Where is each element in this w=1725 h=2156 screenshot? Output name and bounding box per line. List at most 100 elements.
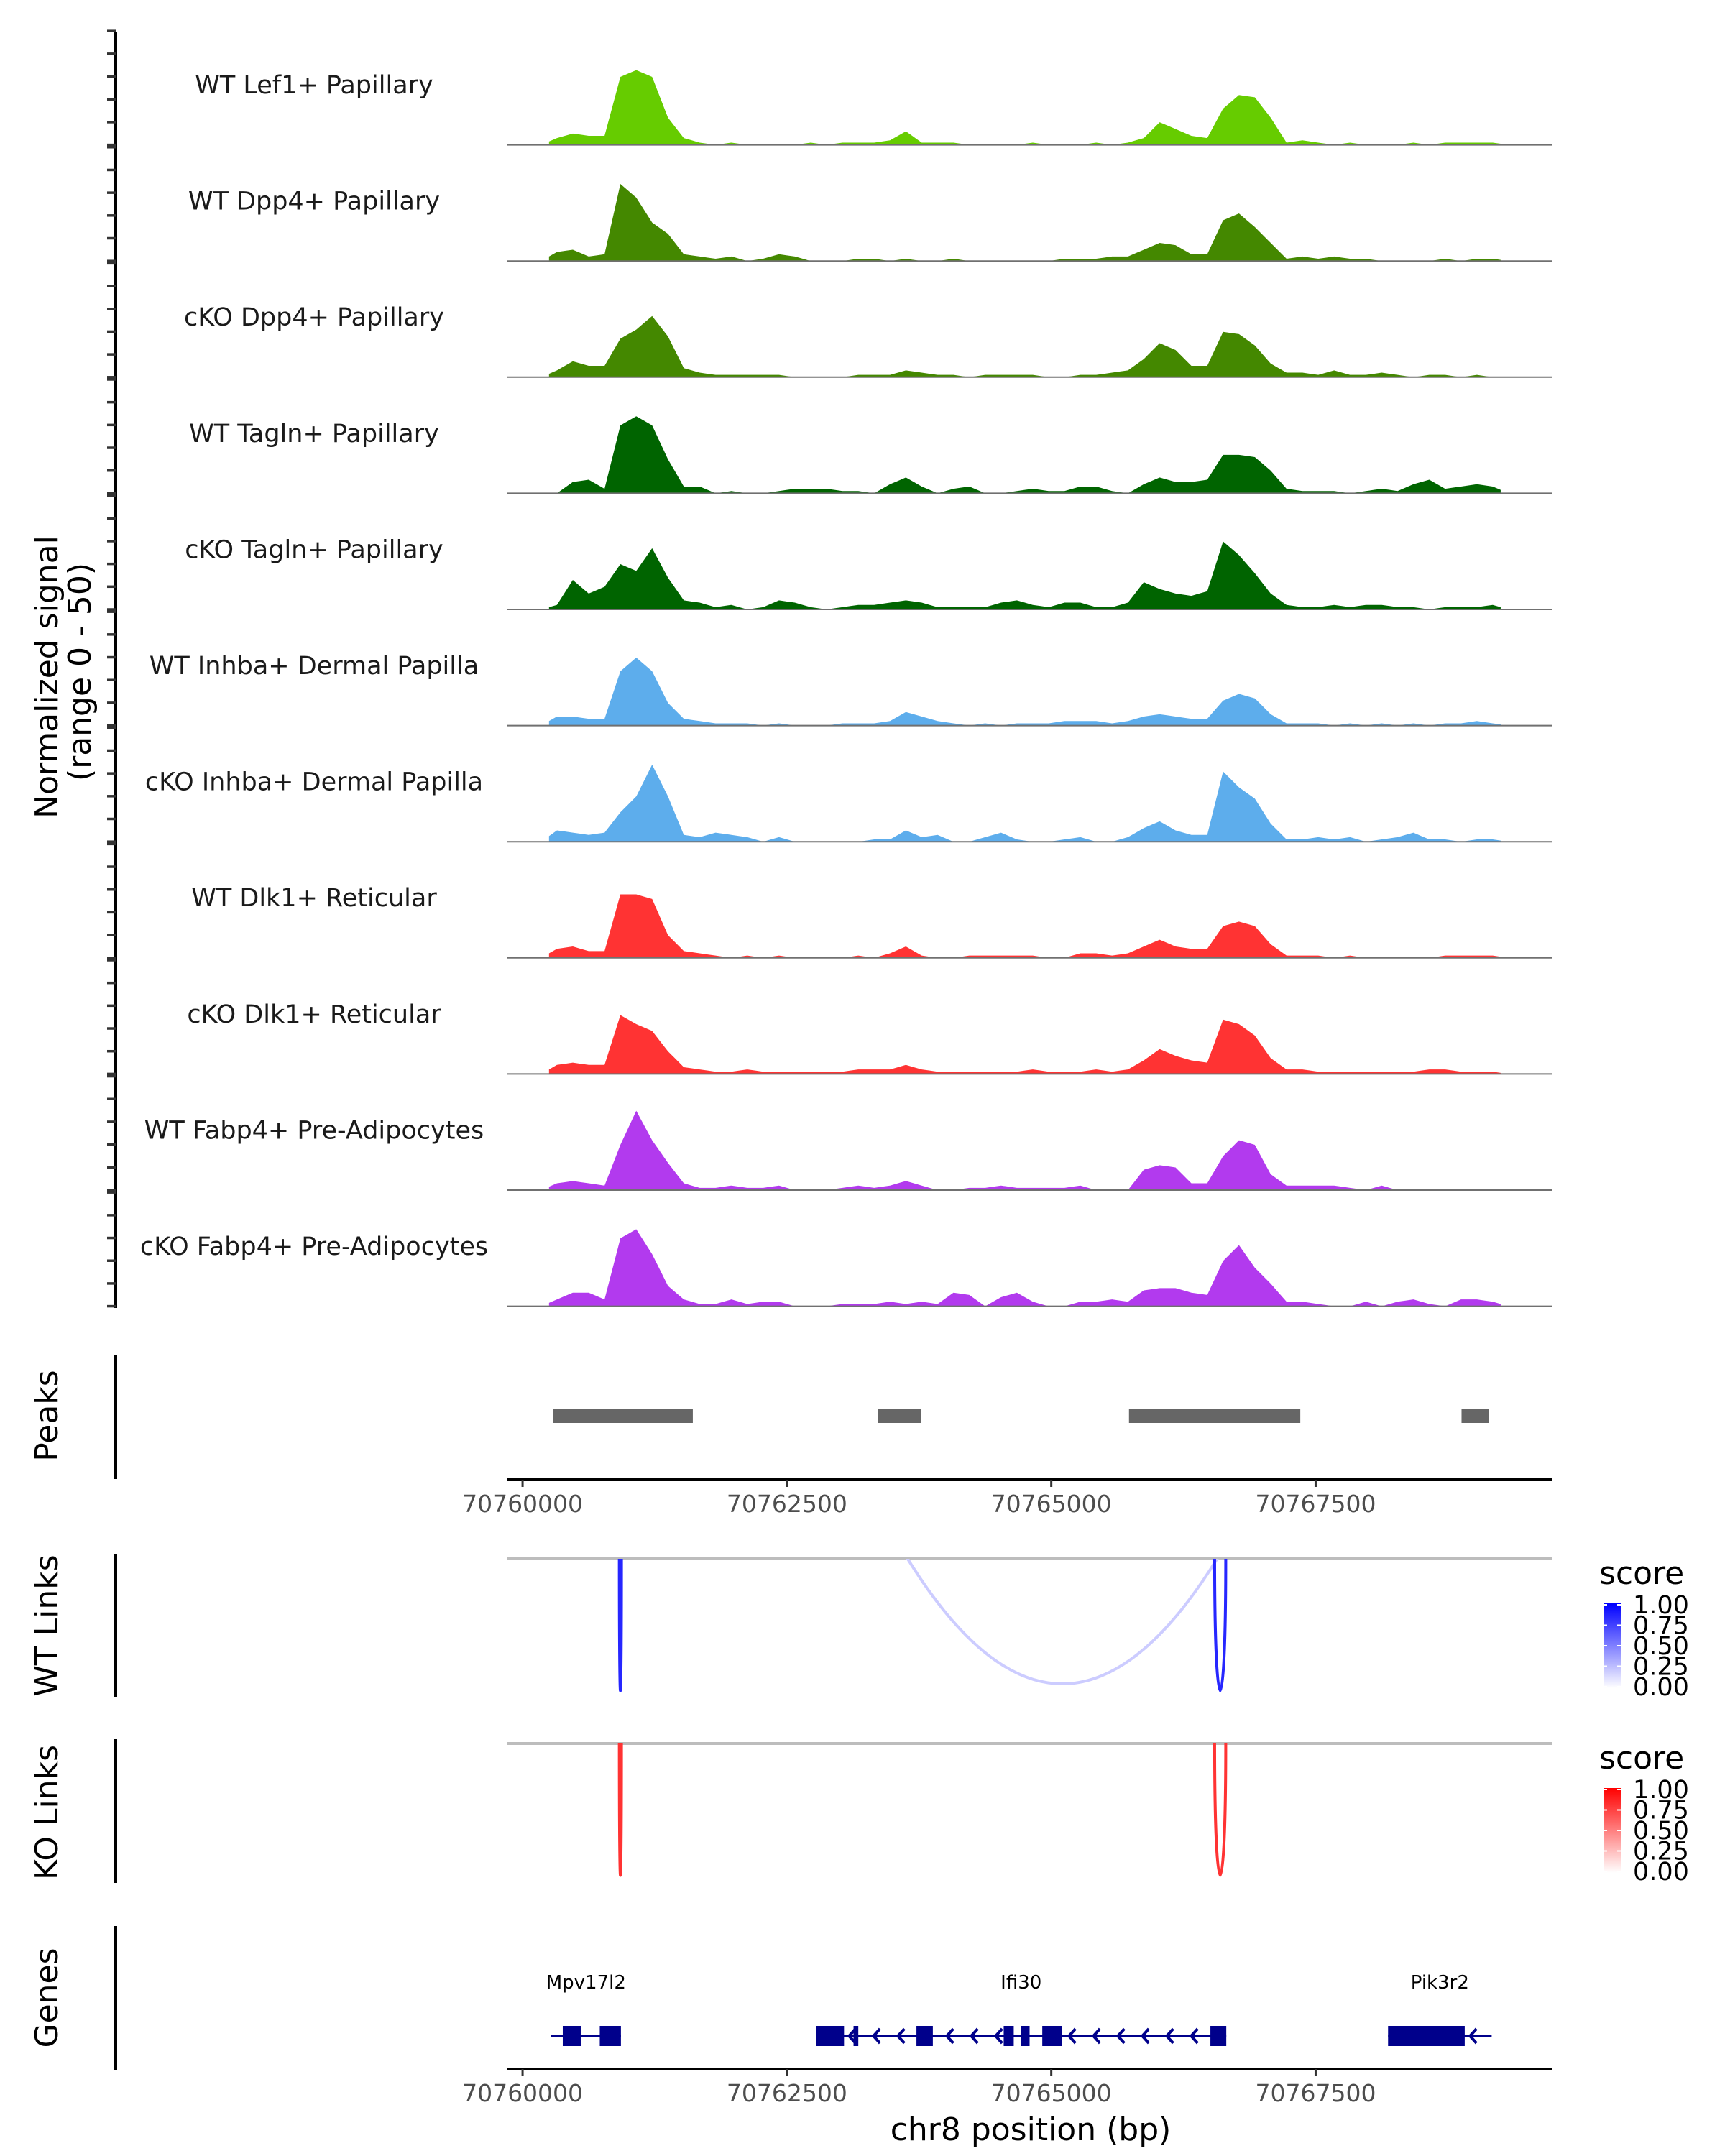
coverage-track: WT Inhba+ Dermal Papilla xyxy=(150,652,1552,727)
coverage-area xyxy=(548,658,1501,726)
x-axis-ticks-upper: 70760000 70762500 70765000 70767500 xyxy=(462,1480,1376,1518)
gene-model: Pik3r2 xyxy=(1388,1972,1492,2046)
genes-track-label: Genes xyxy=(29,1948,65,2047)
track-label: WT Dlk1+ Reticular xyxy=(191,884,437,913)
coverage-y-ticks xyxy=(107,29,116,1308)
track-label: cKO Dlk1+ Reticular xyxy=(187,1000,441,1029)
peak-bar xyxy=(878,1409,921,1423)
x-axis-ticks-lower: 70760000 70762500 70765000 70767500 xyxy=(462,2069,1376,2107)
wt-links-track xyxy=(617,1559,1228,1692)
coverage-track: WT Dlk1+ Reticular xyxy=(191,884,1552,959)
legend-tick-label: 0.75 xyxy=(1633,1797,1689,1825)
gene-label: Ifi30 xyxy=(1000,1972,1041,1994)
strand-arrow-icon xyxy=(1091,2027,1101,2045)
track-label: cKO Dpp4+ Papillary xyxy=(184,303,444,332)
coverage-area xyxy=(548,184,1501,262)
x-tick-label: 70762500 xyxy=(727,1490,847,1518)
genes-track: Mpv17l2 Ifi30 Pik3r2 xyxy=(546,1972,1492,2046)
peak-bar xyxy=(553,1409,693,1423)
strand-arrow-icon xyxy=(1140,2027,1150,2045)
peak-bar xyxy=(1461,1409,1489,1423)
ko-legend-title: score xyxy=(1599,1740,1684,1777)
x-tick-label: 70760000 xyxy=(462,1490,583,1518)
legend-tick-label: 1.00 xyxy=(1633,1591,1689,1620)
x-tick-label: 70767500 xyxy=(1255,2079,1376,2107)
legend-tick-label: 1.00 xyxy=(1633,1776,1689,1805)
track-label: WT Fabp4+ Pre-Adipocytes xyxy=(144,1116,484,1145)
wt-legend-ticks: 1.000.750.500.250.00 xyxy=(1604,1591,1689,1702)
track-label: WT Tagln+ Papillary xyxy=(189,420,439,448)
strand-arrow-icon xyxy=(896,2027,906,2045)
peak-bar xyxy=(1128,1409,1301,1423)
ko-score-legend: score 1.000.750.500.250.00 xyxy=(1599,1740,1689,1886)
legend-tick-label: 0.00 xyxy=(1633,1858,1689,1886)
track-label: WT Dpp4+ Papillary xyxy=(188,188,440,216)
legend-tick-label: 0.25 xyxy=(1633,1653,1689,1682)
ko-links-track-label: KO Links xyxy=(29,1745,65,1880)
strand-arrow-icon xyxy=(847,2027,857,2045)
strand-arrow-icon xyxy=(1164,2027,1174,2045)
legend-tick-label: 0.00 xyxy=(1633,1673,1689,1702)
y-axis-title-line1: Normalized signal xyxy=(29,535,65,819)
track-label: cKO Tagln+ Papillary xyxy=(185,535,443,564)
coverage-area xyxy=(548,765,1501,842)
x-tick-label: 70765000 xyxy=(991,1490,1112,1518)
coverage-track: WT Tagln+ Papillary xyxy=(189,416,1552,494)
coverage-area xyxy=(548,1015,1501,1074)
gene-label: Pik3r2 xyxy=(1411,1972,1469,1994)
link-arc xyxy=(1213,1559,1228,1692)
coverage-track: cKO Dpp4+ Papillary xyxy=(184,303,1552,378)
link-arc xyxy=(617,1559,623,1692)
gene-exon xyxy=(916,2026,933,2046)
legend-tick-label: 0.50 xyxy=(1633,1632,1689,1661)
coverage-area xyxy=(548,1229,1501,1307)
gene-exon xyxy=(599,2026,621,2046)
coverage-area xyxy=(548,70,1501,145)
gene-exon xyxy=(1021,2026,1030,2046)
x-tick-label: 70767500 xyxy=(1255,1490,1376,1518)
strand-arrow-icon xyxy=(1116,2027,1126,2045)
coverage-area xyxy=(548,315,1501,377)
gene-exon xyxy=(1388,2026,1465,2046)
legend-tick-label: 0.50 xyxy=(1633,1817,1689,1846)
track-label: WT Inhba+ Dermal Papilla xyxy=(150,652,479,681)
peaks-track xyxy=(553,1409,1489,1423)
strand-arrow-icon xyxy=(1067,2027,1077,2045)
track-label: cKO Fabp4+ Pre-Adipocytes xyxy=(140,1233,488,1261)
coverage-track: cKO Fabp4+ Pre-Adipocytes xyxy=(140,1229,1552,1307)
link-arc xyxy=(1213,1743,1228,1877)
x-tick-label: 70765000 xyxy=(991,2079,1112,2107)
coverage-area xyxy=(548,894,1501,958)
coverage-tracks: WT Lef1+ Papillary WT Dpp4+ Papillary cKO … xyxy=(140,70,1552,1307)
gene-exon xyxy=(1210,2026,1227,2046)
strand-arrow-icon xyxy=(1468,2027,1478,2045)
coverage-track: WT Fabp4+ Pre-Adipocytes xyxy=(144,1110,1552,1191)
coverage-area xyxy=(548,416,1501,494)
coverage-track: WT Dpp4+ Papillary xyxy=(188,184,1552,262)
gene-exon xyxy=(562,2026,581,2046)
legend-tick-label: 0.25 xyxy=(1633,1838,1689,1866)
gene-exon xyxy=(853,2026,859,2046)
y-axis-title: Normalized signal (range 0 - 50) xyxy=(29,525,98,819)
strand-arrow-icon xyxy=(969,2027,979,2045)
link-arc xyxy=(906,1559,1219,1685)
gene-exon xyxy=(816,2026,845,2046)
coverage-track: WT Lef1+ Papillary xyxy=(195,70,1552,146)
track-label: cKO Inhba+ Dermal Papilla xyxy=(145,768,483,797)
gene-exon xyxy=(1003,2026,1014,2046)
link-arc xyxy=(617,1743,623,1877)
gene-model: Ifi30 xyxy=(816,1972,1227,2046)
ko-legend-ticks: 1.000.750.500.250.00 xyxy=(1604,1776,1689,1886)
wt-score-legend: score 1.000.750.500.250.00 xyxy=(1599,1555,1689,1702)
strand-arrow-icon xyxy=(993,2027,1003,2045)
coverage-track: cKO Dlk1+ Reticular xyxy=(187,1000,1552,1075)
coverage-area xyxy=(548,1110,1501,1190)
peaks-track-label: Peaks xyxy=(29,1370,65,1461)
x-tick-label: 70762500 xyxy=(727,2079,847,2107)
wt-links-track-label: WT Links xyxy=(29,1554,65,1696)
strand-arrow-icon xyxy=(871,2027,881,2045)
strand-arrow-icon xyxy=(944,2027,954,2045)
gene-exon xyxy=(1042,2026,1062,2046)
strand-arrow-icon xyxy=(1189,2027,1199,2045)
ko-links-track xyxy=(617,1743,1228,1877)
